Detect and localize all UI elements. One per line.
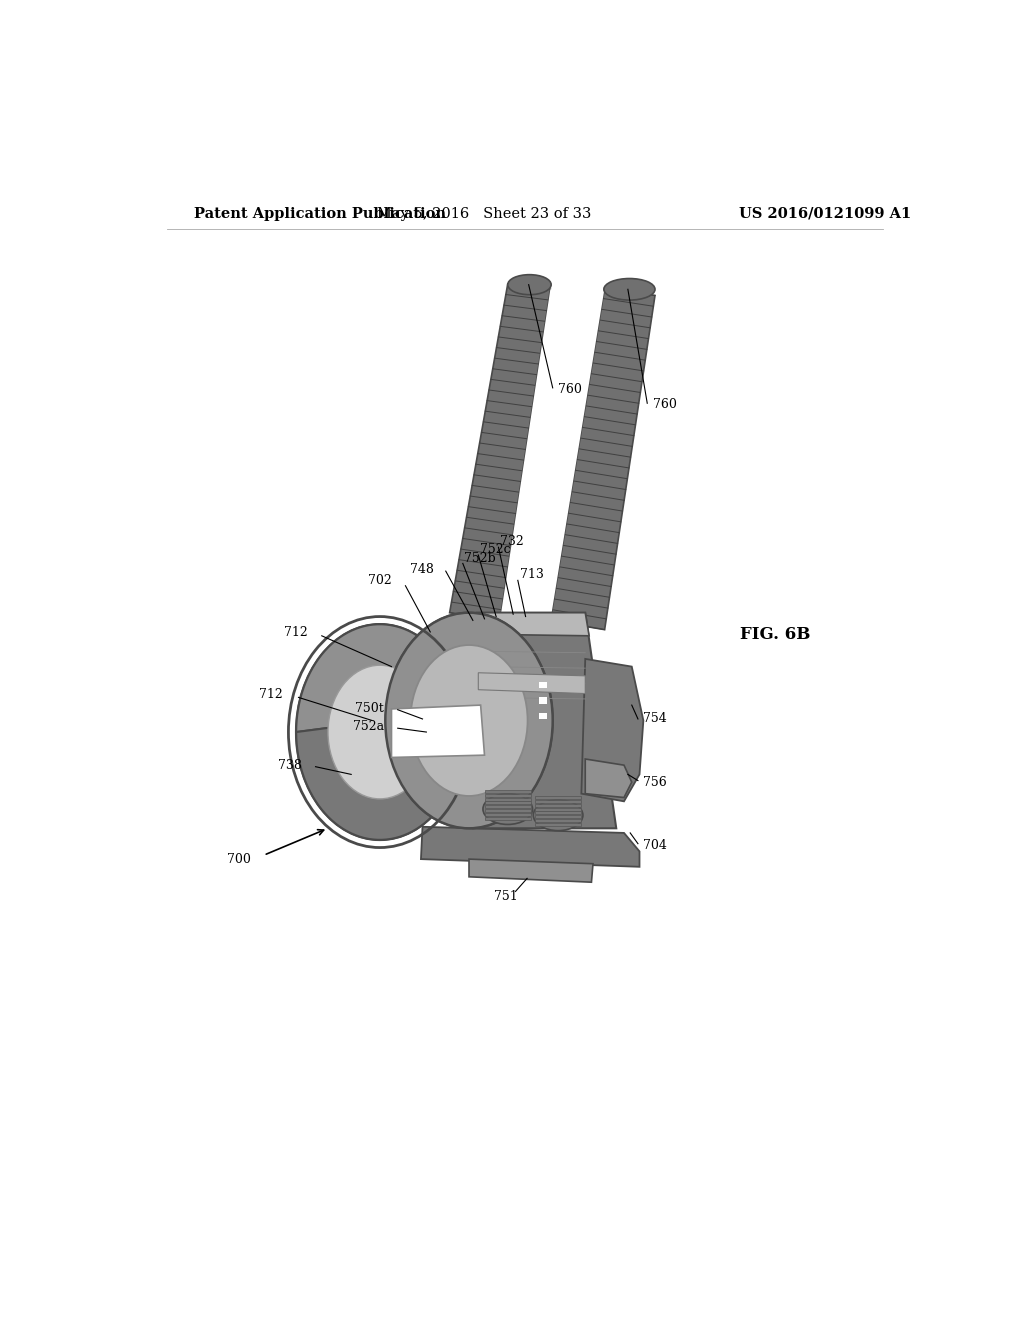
Ellipse shape xyxy=(385,612,553,829)
Ellipse shape xyxy=(604,279,655,300)
Polygon shape xyxy=(296,721,553,840)
Polygon shape xyxy=(550,288,655,630)
Polygon shape xyxy=(477,612,589,636)
Ellipse shape xyxy=(534,800,583,830)
Ellipse shape xyxy=(508,275,551,294)
Text: 713: 713 xyxy=(520,568,544,581)
Text: 751: 751 xyxy=(495,890,518,903)
Polygon shape xyxy=(535,796,582,799)
Polygon shape xyxy=(535,804,582,807)
Text: 738: 738 xyxy=(278,759,302,772)
Text: May 5, 2016   Sheet 23 of 33: May 5, 2016 Sheet 23 of 33 xyxy=(377,207,592,220)
Polygon shape xyxy=(535,808,582,810)
Polygon shape xyxy=(391,705,484,758)
Text: FIG. 6B: FIG. 6B xyxy=(740,626,811,643)
Polygon shape xyxy=(535,816,582,818)
Polygon shape xyxy=(484,801,531,804)
Polygon shape xyxy=(539,697,547,704)
Ellipse shape xyxy=(296,624,464,840)
Polygon shape xyxy=(484,797,531,800)
Polygon shape xyxy=(450,284,550,620)
Ellipse shape xyxy=(483,793,532,825)
Polygon shape xyxy=(539,682,547,688)
Text: 760: 760 xyxy=(558,383,582,396)
Polygon shape xyxy=(484,793,531,797)
Polygon shape xyxy=(500,288,604,620)
Polygon shape xyxy=(535,800,582,803)
Polygon shape xyxy=(535,818,582,822)
Polygon shape xyxy=(473,612,616,829)
Text: 756: 756 xyxy=(643,776,667,788)
Polygon shape xyxy=(421,826,640,867)
Text: 704: 704 xyxy=(643,838,668,851)
Text: Patent Application Publication: Patent Application Publication xyxy=(194,207,445,220)
Polygon shape xyxy=(582,659,643,801)
Polygon shape xyxy=(478,673,586,693)
Text: 752c: 752c xyxy=(480,543,511,556)
Text: 752a: 752a xyxy=(352,721,384,733)
Polygon shape xyxy=(484,809,531,812)
Text: 702: 702 xyxy=(368,574,391,587)
Polygon shape xyxy=(469,859,593,882)
Ellipse shape xyxy=(411,645,527,796)
Polygon shape xyxy=(484,813,531,816)
Text: 748: 748 xyxy=(411,564,434,576)
Ellipse shape xyxy=(323,659,437,805)
Polygon shape xyxy=(484,789,531,793)
Text: 700: 700 xyxy=(226,853,251,866)
Text: 712: 712 xyxy=(284,626,308,639)
Ellipse shape xyxy=(328,665,432,799)
Polygon shape xyxy=(535,812,582,814)
Polygon shape xyxy=(535,822,582,826)
Polygon shape xyxy=(539,713,547,719)
Polygon shape xyxy=(296,612,553,733)
Text: 732: 732 xyxy=(500,536,523,548)
Text: 754: 754 xyxy=(643,713,667,726)
Text: 752b: 752b xyxy=(464,552,496,565)
Text: 750t: 750t xyxy=(355,702,384,714)
Text: US 2016/0121099 A1: US 2016/0121099 A1 xyxy=(739,207,911,220)
Polygon shape xyxy=(484,817,531,820)
Text: 760: 760 xyxy=(653,399,677,412)
Text: 712: 712 xyxy=(259,688,283,701)
Polygon shape xyxy=(586,759,632,797)
Polygon shape xyxy=(484,805,531,808)
